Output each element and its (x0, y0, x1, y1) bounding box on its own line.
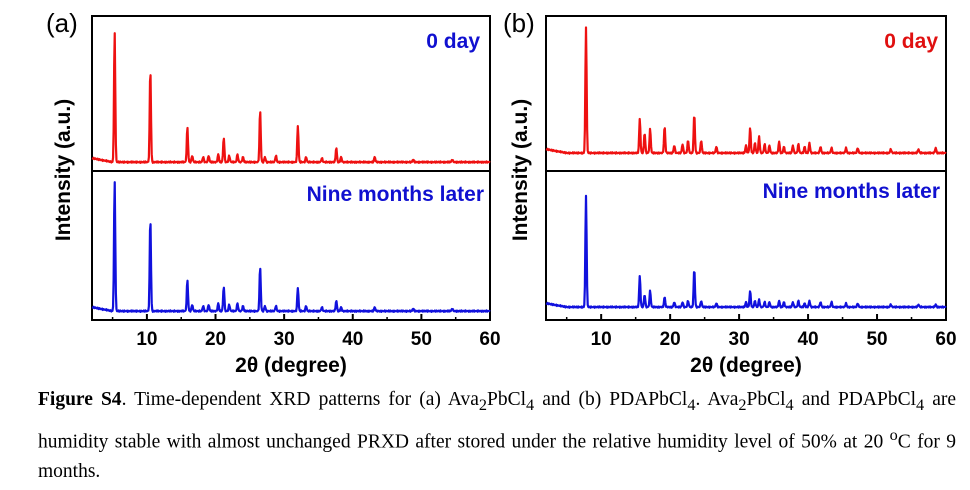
x-tick-label: 20 (660, 329, 681, 350)
caption-text-6: and PDAPbCl (793, 389, 916, 410)
panel-a-bottom-title: Nine months later (307, 183, 484, 206)
panel-a-y-axis-label: Intensity (a.u.) (52, 99, 75, 241)
x-tick-label: 50 (866, 329, 887, 350)
caption-sub: 2 (478, 395, 488, 414)
panel-b-top-title: 0 day (884, 30, 938, 53)
caption-sub: 2 (738, 395, 747, 414)
panel-a-label: (a) (46, 8, 78, 38)
panel-b-label: (b) (503, 8, 535, 38)
caption-text-7: are humidity stable with almost unchange… (38, 389, 957, 453)
panel-b-x-axis: 10 20 30 40 50 60 (565, 314, 957, 350)
x-tick-label: 10 (591, 329, 612, 350)
caption-sub: 4 (526, 395, 535, 414)
caption-sub: 4 (687, 395, 696, 414)
caption-text-4: . Ava (695, 389, 739, 410)
panel-b-frame (545, 15, 947, 321)
caption-text-3: and (b) PDAPbCl (534, 389, 688, 410)
panel-a: (a) Intensity (a.u.) 0 day Nine months l… (46, 8, 501, 377)
x-tick-label: 10 (136, 329, 157, 350)
panel-a-top-title: 0 day (426, 30, 480, 53)
panel-b-top-plot (545, 26, 947, 155)
caption-sup: o (889, 425, 898, 444)
caption-label: Figure S4 (38, 389, 122, 410)
panel-b-bottom-plot (545, 194, 947, 309)
x-tick-label: 40 (797, 329, 818, 350)
panel-a-bottom-plot (91, 181, 491, 313)
caption-sub: 4 (916, 395, 925, 414)
x-tick-label: 20 (205, 329, 226, 350)
x-tick-label: 60 (479, 329, 500, 350)
panel-b: (b) Intensity (a.u.) 0 day Nine months l… (503, 8, 957, 377)
figure-caption: Figure S4. Time-dependent XRD patterns f… (38, 385, 956, 487)
x-tick-label: 30 (729, 329, 750, 350)
panel-a-frame (91, 15, 491, 321)
x-tick-label: 40 (342, 329, 363, 350)
x-tick-label: 50 (411, 329, 432, 350)
series-line-nine-months (91, 181, 491, 313)
panel-b-bottom-title: Nine months later (763, 180, 940, 203)
panel-b-x-axis-label: 2θ (degree) (690, 354, 802, 377)
caption-text-1: . Time-dependent XRD patterns for (a) Av… (121, 389, 479, 410)
panel-a-x-axis: 10 20 30 40 50 60 (111, 314, 501, 350)
panel-a-x-axis-label: 2θ (degree) (235, 354, 347, 377)
series-line-nine-months (545, 194, 947, 309)
caption-text-8: C for 9 months. (38, 431, 956, 483)
panel-a-top-plot (91, 32, 491, 164)
caption-text-2: PbCl (487, 389, 527, 410)
x-tick-label: 60 (935, 329, 956, 350)
x-tick-label: 30 (274, 329, 295, 350)
caption-text-5: PbCl (746, 389, 786, 410)
caption-sub: 4 (785, 395, 794, 414)
series-line-zero-day (545, 26, 947, 155)
series-line-zero-day (91, 32, 491, 164)
panel-b-y-axis-label: Intensity (a.u.) (509, 99, 532, 241)
xrd-figure: (a) Intensity (a.u.) 0 day Nine months l… (46, 8, 957, 377)
